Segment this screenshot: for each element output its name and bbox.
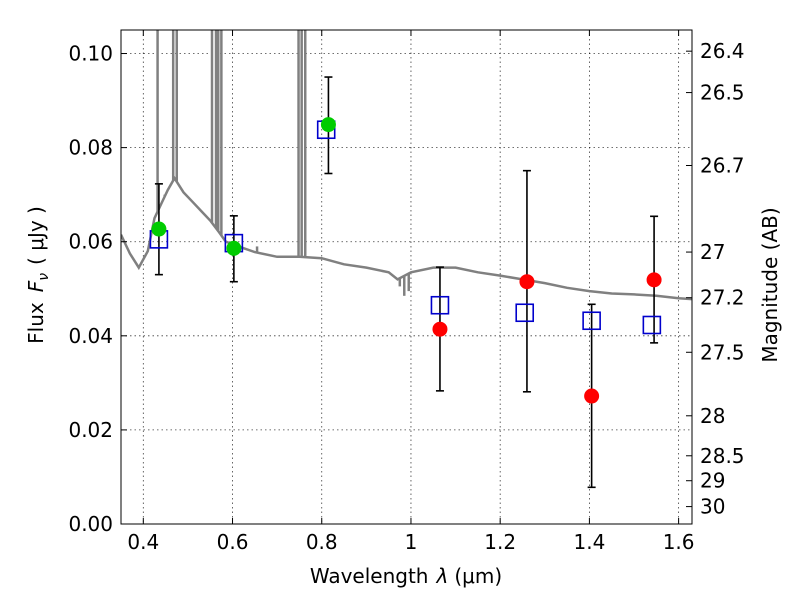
observed-detected-point — [226, 240, 242, 256]
x-tick-label: 1.4 — [573, 530, 605, 554]
observed-faint-point — [646, 272, 662, 288]
y-tick-label: 0.06 — [68, 230, 113, 254]
tick-layer: 0.4 0.6 0.8 1 1.2 1.4 1.6 0.00 0.02 0.04 0.06 0.08 0… — [68, 30, 745, 554]
y-axis-label-prefix: Flux — [24, 302, 48, 344]
y-tick-label: 0.10 — [68, 42, 113, 66]
mag-tick-label: 30 — [700, 495, 725, 519]
y-tick-label: 0.08 — [68, 136, 113, 160]
x-tick-label: 1 — [405, 530, 418, 554]
model-photometry-square — [582, 311, 601, 331]
y-tick-label: 0.02 — [68, 418, 113, 442]
observed-detected-point — [320, 117, 336, 133]
observed-detected-point — [151, 221, 167, 237]
x-axis-label-symbol: λ — [436, 564, 449, 588]
mag-tick-label: 29 — [700, 469, 725, 493]
y-tick-label: 0.00 — [68, 512, 113, 536]
observed-faint-point — [584, 388, 600, 404]
template-spectrum-line — [121, 175, 692, 301]
mag-tick-label: 26.5 — [700, 81, 745, 105]
x-tick-label: 0.4 — [127, 530, 159, 554]
x-tick-label: 1.2 — [484, 530, 516, 554]
mag-tick-label: 27 — [700, 240, 725, 264]
x-tick-label: 1.6 — [663, 530, 695, 554]
y-axis-label-unit: ( μJy ) — [24, 206, 48, 265]
grid-layer — [121, 30, 692, 525]
mag-tick-label: 28.5 — [700, 444, 745, 468]
mag-tick-label: 26.4 — [700, 39, 745, 63]
x-tick-label: 0.8 — [306, 530, 338, 554]
mag-tick-label: 27.2 — [700, 286, 745, 310]
x-axis-label-unit: (μm) — [454, 564, 502, 588]
y-tick-label: 0.04 — [68, 324, 113, 348]
errorbar-layer — [154, 76, 659, 489]
x-axis-label-prefix: Wavelength — [310, 564, 429, 588]
mag-tick-label: 27.5 — [700, 340, 745, 364]
mag-tick-label: 26.7 — [700, 153, 745, 177]
y-axis-label-subscript: ν — [36, 273, 52, 281]
marker-layer — [149, 117, 662, 404]
x-tick-label: 0.6 — [217, 530, 249, 554]
model-photometry-square — [430, 295, 450, 315]
observed-faint-point — [432, 321, 448, 337]
plot-frame — [120, 29, 693, 525]
observed-faint-point — [519, 274, 535, 290]
x-axis-label: Wavelength λ (μm) — [310, 564, 502, 588]
mag-tick-label: 28 — [700, 404, 725, 428]
template-layer — [121, 30, 692, 301]
model-photometry-square — [515, 303, 535, 323]
y-axis-label-symbol: F — [24, 280, 48, 292]
model-photometry-square — [642, 315, 662, 335]
y-axis-label: Flux Fν ( μJy ) — [24, 206, 52, 344]
y2-axis-label: Magnitude (AB) — [758, 207, 782, 362]
